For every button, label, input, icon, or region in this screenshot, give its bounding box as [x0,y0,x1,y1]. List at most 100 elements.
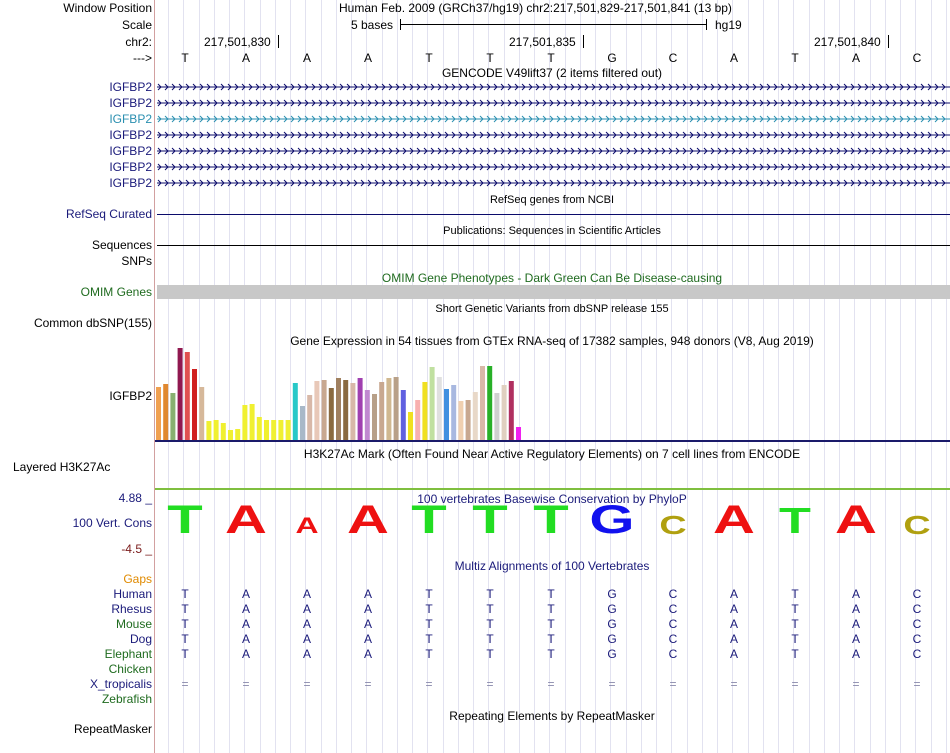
gtex-tissue-bar[interactable] [177,348,183,440]
gtex-tissue-bar[interactable] [256,417,262,440]
alignment-base: = [425,677,433,691]
omim-track-label[interactable]: OMIM Genes [80,285,152,299]
gene-model-igfbp2[interactable] [155,81,950,93]
gtex-tissue-bar[interactable] [249,404,255,440]
gtex-tissue-bar[interactable] [321,380,327,440]
gtex-tissue-bar[interactable] [501,385,507,440]
gtex-tissue-bar[interactable] [472,392,478,440]
snps-track-label[interactable]: SNPs [121,254,152,268]
gtex-tissue-bar[interactable] [213,420,219,440]
gtex-tissue-bar[interactable] [444,389,449,440]
gene-model-igfbp2[interactable] [155,97,950,109]
gtex-tissue-bar[interactable] [285,420,291,440]
gene-label-igfbp2[interactable]: IGFBP2 [109,160,152,174]
gtex-tissue-bar[interactable] [458,401,464,440]
gtex-tissue-bar[interactable] [436,377,442,440]
gtex-tissue-bar[interactable] [220,423,226,440]
gtex-tissue-bar[interactable] [364,390,370,440]
gtex-tissue-bar[interactable] [314,381,320,440]
grid-line [503,0,505,753]
gtex-tissue-bar[interactable] [242,405,248,440]
gtex-tissue-bar[interactable] [163,384,169,440]
gtex-tissue-bar[interactable] [235,429,241,440]
gtex-tissue-bar[interactable] [400,390,406,440]
gtex-tissue-bar[interactable] [508,381,514,440]
assembly-label: hg19 [715,18,742,32]
gene-label-igfbp2[interactable]: IGFBP2 [109,80,152,94]
gtex-tissue-bar[interactable] [206,421,212,440]
gene-label-igfbp2[interactable]: IGFBP2 [109,176,152,190]
gene-label-igfbp2[interactable]: IGFBP2 [109,96,152,110]
gtex-tissue-bar[interactable] [379,382,385,440]
gene-label-igfbp2[interactable]: IGFBP2 [109,144,152,158]
gtex-tissue-bar[interactable] [192,369,197,440]
gene-label-igfbp2[interactable]: IGFBP2 [109,128,152,142]
publications-track-title: Publications: Sequences in Scientific Ar… [443,225,661,237]
gene-model-igfbp2[interactable] [155,145,950,157]
refseq-track-label[interactable]: RefSeq Curated [65,207,152,221]
gtex-gene-label[interactable]: IGFBP2 [109,389,152,403]
common-dbsnp-track-label[interactable]: Common dbSNP(155) [33,316,152,330]
gtex-tissue-bar[interactable] [386,378,392,440]
gtex-tissue-bar[interactable] [480,366,485,440]
gtex-tissue-bar[interactable] [307,395,313,440]
species-label[interactable]: Zebrafish [101,692,152,706]
gtex-tissue-bar[interactable] [465,400,471,440]
gtex-tissue-bar[interactable] [516,427,521,440]
conservation-logo-base: A [835,498,877,542]
alignment-base: T [425,617,433,631]
species-label[interactable]: X_tropicalis [89,677,152,691]
gtex-tissue-bar[interactable] [422,382,428,440]
gtex-tissue-bar[interactable] [357,378,363,440]
repeatmasker-track-label[interactable]: RepeatMasker [73,722,152,736]
gtex-tissue-bar[interactable] [300,406,305,440]
species-label[interactable]: Elephant [104,647,152,661]
species-label[interactable]: Chicken [108,662,152,676]
gtex-tissue-bar[interactable] [372,394,377,440]
gtex-expression-chart[interactable] [155,346,950,446]
gene-model-igfbp2[interactable] [155,161,950,173]
gtex-tissue-bar[interactable] [292,383,298,440]
gtex-tissue-bar[interactable] [350,383,356,440]
species-label[interactable]: Rhesus [111,602,152,616]
gtex-tissue-bar[interactable] [415,400,421,440]
gtex-tissue-bar[interactable] [199,387,205,440]
gtex-tissue-bar[interactable] [487,366,493,440]
publications-line[interactable] [157,245,950,246]
gtex-tissue-bar[interactable] [429,367,435,440]
refseq-gene-line[interactable] [157,214,950,215]
conservation-logo-base: T [779,500,811,542]
window-position-label: Window Position [63,1,152,15]
sequences-track-label[interactable]: Sequences [91,238,152,252]
cons-track-label[interactable]: 100 Vert. Cons [72,516,152,530]
gtex-tissue-bar[interactable] [336,378,341,440]
gtex-tissue-bar[interactable] [156,387,161,440]
gtex-tissue-bar[interactable] [264,420,269,440]
gtex-tissue-bar[interactable] [343,380,349,440]
alignment-base: C [668,617,678,631]
alignment-base: T [547,617,555,631]
gtex-tissue-bar[interactable] [271,420,277,440]
species-label[interactable]: Human [113,587,152,601]
omim-gene-bar[interactable] [157,285,950,299]
gtex-tissue-bar[interactable] [184,352,190,440]
gtex-tissue-bar[interactable] [170,393,176,440]
gtex-tissue-bar[interactable] [228,430,233,440]
gtex-tissue-bar[interactable] [451,385,457,440]
grid-line [229,0,230,753]
gtex-tissue-bar[interactable] [494,393,500,440]
gtex-tissue-bar[interactable] [393,377,399,440]
gene-model-igfbp2[interactable] [155,177,950,189]
gtex-tissue-bar[interactable] [278,420,284,440]
gene-model-igfbp2[interactable] [155,113,950,125]
gtex-tissue-bar[interactable] [328,388,334,440]
gene-label-igfbp2[interactable]: IGFBP2 [109,112,152,126]
gtex-tissue-bar[interactable] [408,412,413,440]
ruler-tick [888,35,889,48]
gene-model-igfbp2[interactable] [155,129,950,141]
alignment-base: A [302,602,312,616]
species-label[interactable]: Dog [129,632,152,646]
species-label[interactable]: Mouse [115,617,152,631]
gtex-track-title: Gene Expression in 54 tissues from GTEx … [290,334,814,348]
h3k27ac-track-label[interactable]: Layered H3K27Ac [13,460,111,474]
